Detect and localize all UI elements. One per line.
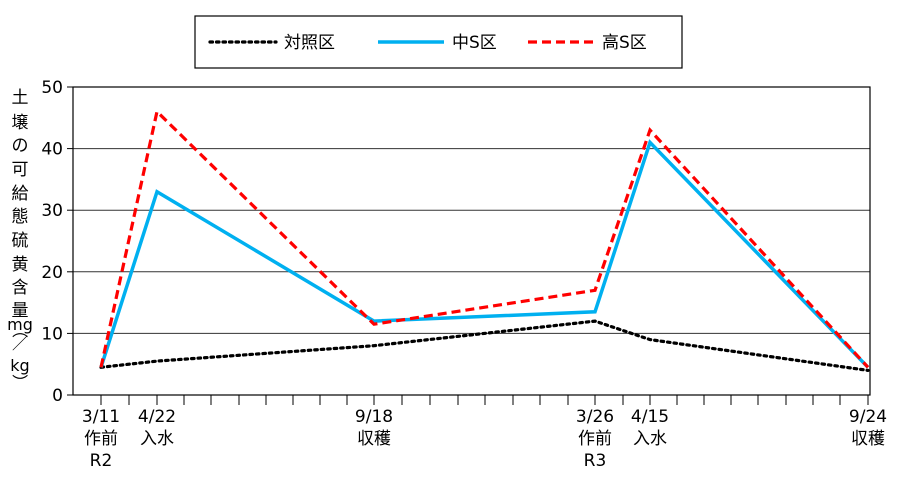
x-label-3-line-0: 3/26 — [576, 407, 614, 427]
plot-area — [72, 86, 871, 396]
x-label-1-line-1: 入水 — [140, 429, 174, 449]
y-tick-label-2: 20 — [41, 263, 63, 283]
y-axis-label-char-9: 量 — [12, 301, 29, 321]
y-axis-label-char-11: mg — [7, 315, 33, 334]
y-axis-label-char-13: kg — [10, 356, 29, 375]
legend-label-2: 高S区 — [602, 33, 647, 53]
x-label-2-line-0: 9/18 — [355, 407, 393, 427]
legend-label-0: 対照区 — [284, 33, 335, 53]
y-axis-label-char-3: 可 — [12, 160, 29, 180]
x-label-1-line-0: 4/22 — [138, 407, 176, 427]
y-axis-label-char-14: ） — [10, 374, 29, 390]
series-line-1 — [99, 139, 870, 369]
y-tick-label-1: 10 — [41, 324, 63, 344]
y-axis-label-char-8: 含 — [12, 278, 29, 298]
series-line-0 — [99, 319, 870, 372]
x-label-5-line-1: 収穫 — [851, 429, 885, 449]
x-label-4-line-0: 4/15 — [631, 407, 669, 427]
x-label-3-line-1: 作前 — [578, 429, 612, 449]
y-axis-label-char-2: の — [12, 136, 29, 156]
y-tick-label-3: 30 — [41, 201, 63, 221]
x-label-0-line-1: 作前 — [84, 429, 118, 449]
x-label-5-line-0: 9/24 — [849, 407, 887, 427]
y-axis-label-char-0: 土 — [12, 88, 29, 108]
y-tick-label-5: 50 — [41, 78, 63, 98]
x-label-0-line-2: R2 — [90, 451, 113, 471]
y-axis-label-char-1: 壌 — [12, 113, 29, 133]
y-axis-label-char-6: 硫 — [12, 231, 29, 251]
legend-label-1: 中S区 — [452, 33, 497, 53]
y-axis-label-char-4: 給 — [12, 184, 29, 204]
y-axis-label-char-5: 態 — [12, 207, 29, 227]
y-tick-label-0: 0 — [52, 386, 63, 406]
x-label-2-line-1: 収穫 — [357, 429, 391, 449]
y-axis-label-char-10: （ — [10, 322, 29, 338]
y-axis-label-char-7: 黄 — [12, 255, 29, 275]
x-label-3-line-2: R3 — [584, 451, 607, 471]
x-label-4-line-1: 入水 — [633, 429, 667, 449]
y-tick-label-4: 40 — [41, 140, 63, 160]
y-axis-label-char-12: ／ — [12, 334, 28, 353]
series-line-2 — [99, 108, 870, 369]
x-label-0-line-0: 3/11 — [82, 407, 120, 427]
